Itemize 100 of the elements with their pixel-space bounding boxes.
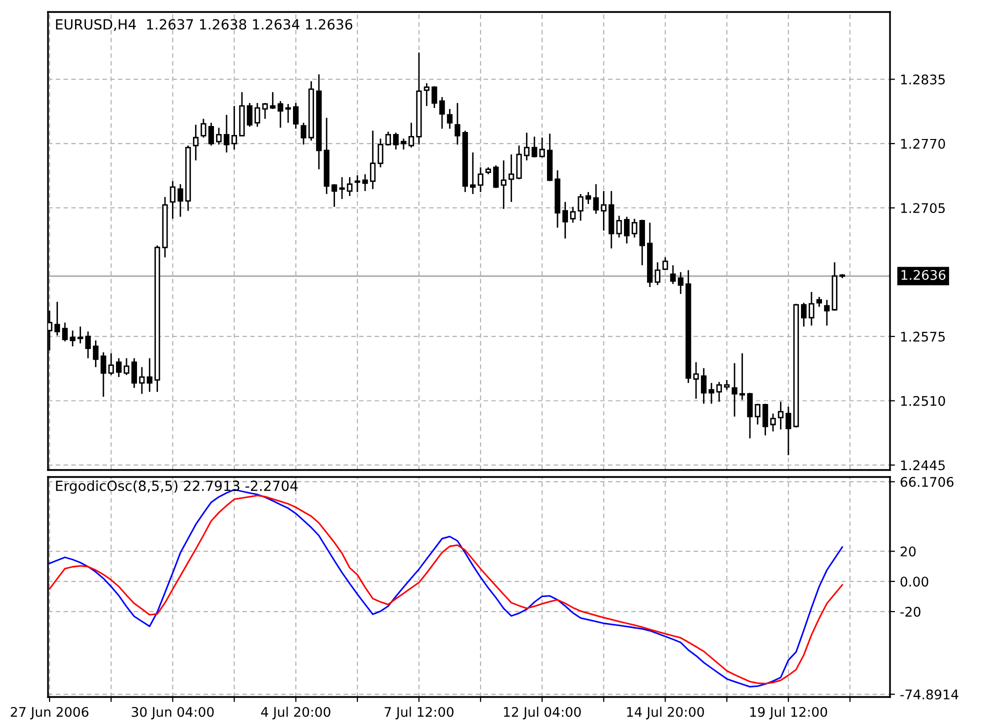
candlestick <box>516 144 522 180</box>
candlestick <box>192 124 199 162</box>
candlestick <box>808 291 814 326</box>
x-tick-label: 19 Jul 12:00 <box>750 706 828 720</box>
candlestick <box>562 201 568 240</box>
chart-title: ErgodicOsc(8,5,5) 22.7913 -2.2704 <box>56 480 298 494</box>
candlestick <box>747 392 753 440</box>
candlestick <box>400 138 406 150</box>
y-tick-label: -74.8914 <box>900 689 958 700</box>
candlestick <box>616 215 622 238</box>
x-tick-label: 14 Jul 20:00 <box>627 706 704 720</box>
candlestick <box>62 322 68 342</box>
candlestick <box>85 330 91 359</box>
candlestick <box>532 136 538 158</box>
candlestick <box>600 190 606 232</box>
candlestick <box>385 131 391 146</box>
candlestick <box>262 102 268 120</box>
candlestick <box>816 296 822 308</box>
candlestick <box>254 102 260 128</box>
candlestick <box>570 206 576 224</box>
candlestick <box>708 382 714 404</box>
candlestick <box>624 216 630 244</box>
candlestick <box>346 176 353 197</box>
candlestick <box>131 358 138 389</box>
candlestick <box>578 193 584 222</box>
candlestick <box>593 183 599 214</box>
y-tick-label: 1.2770 <box>901 138 946 149</box>
candlestick <box>224 114 230 154</box>
candlestick <box>200 118 206 138</box>
candlestick <box>424 82 430 107</box>
candlestick <box>332 183 338 208</box>
chart-title: EURUSD,H4 1.2637 1.2638 1.2634 1.2636 <box>56 19 352 32</box>
y-tick-label: 1.2835 <box>901 74 945 84</box>
candlestick <box>724 379 730 391</box>
candlestick <box>270 91 276 110</box>
x-tick-label: 12 Jul 04:00 <box>504 706 581 720</box>
candlestick <box>754 403 760 426</box>
candlestick <box>762 403 768 436</box>
candlestick <box>824 299 830 326</box>
candlestick <box>393 132 399 150</box>
candlestick <box>178 183 184 218</box>
candlestick <box>293 102 299 130</box>
candlestick <box>716 381 722 402</box>
candlestick <box>500 160 506 210</box>
candlestick <box>508 154 514 203</box>
candlestick <box>454 102 460 146</box>
x-tick-label: 30 Jun 04:00 <box>132 706 214 720</box>
candlestick <box>146 358 152 393</box>
candlestick <box>378 138 384 168</box>
candlestick <box>739 352 746 400</box>
candlestick <box>246 102 252 128</box>
candlestick <box>770 412 776 432</box>
candlestick <box>54 301 60 336</box>
candlestick <box>786 406 792 456</box>
candlestick <box>524 132 530 162</box>
candlestick <box>139 366 145 395</box>
candlestick <box>285 103 291 124</box>
candlestick <box>693 361 699 400</box>
candlestick <box>539 136 545 158</box>
candlestick <box>78 326 84 344</box>
candlestick <box>732 362 738 418</box>
candlestick <box>116 358 122 378</box>
candlestick <box>800 302 807 328</box>
y-tick-label: -20 <box>900 606 920 617</box>
y-tick-label: 1.2705 <box>901 203 945 214</box>
candlestick <box>632 218 638 238</box>
candlestick <box>354 174 360 193</box>
candlestick <box>70 330 76 348</box>
candlestick <box>92 340 99 368</box>
candlestick <box>216 127 222 146</box>
candlestick <box>100 352 106 398</box>
candlestick <box>700 367 707 404</box>
x-tick-label: 27 Jun 2006 <box>10 706 88 720</box>
y-tick-label: 66.1706 <box>900 476 954 487</box>
candlestick <box>654 262 660 286</box>
candlestick <box>432 85 438 109</box>
candlestick <box>446 108 453 130</box>
candlestick <box>339 176 345 200</box>
candlestick <box>124 358 130 376</box>
y-tick-label: 1.2575 <box>901 332 945 342</box>
candlestick <box>170 180 176 220</box>
candlestick <box>662 256 668 271</box>
y-tick-label: 1.2445 <box>901 460 945 470</box>
candlestick <box>108 352 114 376</box>
candlestick <box>300 122 306 146</box>
candlestick <box>478 166 484 193</box>
candlestick <box>231 105 238 150</box>
candlestick <box>585 191 592 205</box>
x-tick-label: 7 Jul 12:00 <box>384 706 454 720</box>
candlestick <box>278 100 284 128</box>
candlestick <box>408 122 414 148</box>
y-tick-label: 0.00 <box>900 576 928 587</box>
candlestick <box>493 164 499 189</box>
ref-line-label: 1.2636 <box>902 270 946 280</box>
candlestick <box>670 264 676 285</box>
candlestick <box>362 174 368 192</box>
candlestick <box>208 122 214 146</box>
y-tick-label: 1.2510 <box>901 396 946 406</box>
candlestick <box>678 271 684 295</box>
candlestick <box>470 152 476 195</box>
